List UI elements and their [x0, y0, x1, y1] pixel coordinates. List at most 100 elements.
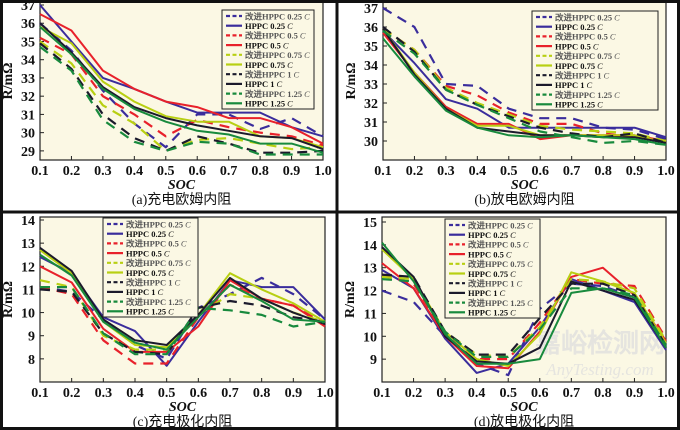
legend-label-unit: C — [517, 279, 523, 289]
series-line-1 — [382, 30, 667, 139]
legend-label: HPPC 0.75 C — [245, 60, 293, 70]
legend-label-unit: C — [506, 249, 512, 259]
legend-label-name: 改进HPPC 1 — [555, 71, 602, 81]
x-tick-label: 0.4 — [126, 164, 144, 179]
y-tick-label: 35 — [21, 35, 35, 50]
legend-label-name: HPPC 0.5 — [245, 40, 281, 50]
x-tick-label: 1.0 — [314, 164, 332, 179]
legend-label-unit: C — [614, 90, 620, 100]
y-tick-label: 37 — [21, 0, 35, 14]
legend-label: HPPC 0.5 C — [555, 41, 599, 51]
legend-label-name: 改进HPPC 1.25 — [126, 297, 183, 307]
x-tick-label: 1.0 — [316, 386, 334, 401]
series-line-6 — [381, 273, 667, 356]
legend-label-name: 改进HPPC 0.25 — [555, 12, 612, 22]
legend-label-name: 改进HPPC 0.75 — [126, 258, 183, 268]
legend-label-name: HPPC 0.25 — [468, 230, 508, 240]
y-tick-label: 15 — [363, 216, 377, 231]
series-line-2 — [39, 36, 324, 147]
legend-label-name: 改进HPPC 0.25 — [468, 220, 525, 230]
y-tick-label: 36 — [364, 21, 378, 36]
y-axis-label: R/mΩ — [1, 281, 16, 318]
legend-label-name: HPPC 0.5 — [555, 41, 591, 51]
x-tick-label: 1.0 — [657, 164, 675, 179]
legend-label: 改进HPPC 0.75 C — [555, 51, 620, 61]
x-tick-label: 0.6 — [531, 386, 549, 401]
legend-label-unit: C — [168, 229, 174, 239]
y-tick-label: 14 — [363, 239, 377, 254]
y-tick-label: 31 — [21, 108, 35, 123]
x-tick-label: 0.7 — [221, 386, 239, 401]
legend-label-name: HPPC 0.75 — [245, 60, 285, 70]
legend-label-name: 改进HPPC 0.75 — [468, 259, 525, 269]
legend-label: 改进HPPC 0.75 C — [245, 50, 310, 60]
x-tick-label: 0.4 — [469, 164, 487, 179]
legend-label-unit: C — [614, 12, 620, 22]
legend-label-name: HPPC 1 — [126, 287, 156, 297]
y-tick-label: 8 — [28, 353, 35, 368]
legend-label-unit: C — [523, 240, 529, 250]
x-tick-label: 0.9 — [626, 386, 644, 401]
series-line-4 — [381, 275, 667, 358]
legend-label: 改进HPPC 0.5 C — [468, 240, 529, 250]
x-tick-label: 0.9 — [285, 386, 303, 401]
legend-label-unit: C — [185, 258, 191, 268]
legend-box — [531, 10, 659, 111]
y-axis-label: R/mΩ — [1, 63, 16, 100]
panel-caption: (d)放电极化内阻 — [474, 414, 574, 430]
series-line-4 — [382, 27, 667, 143]
legend-label-name: HPPC 0.25 — [126, 229, 166, 239]
y-tick-label: 33 — [364, 78, 378, 93]
series-line-3 — [39, 265, 326, 353]
watermark-cn: 嘉峪检测网 — [535, 328, 665, 358]
x-tick-label: 0.7 — [563, 164, 581, 179]
panel-c: 8 9 10 11 12 13 14 0.1 0.2 0.3 0.4 0.5 0.6 0.7 0.8 0.9 1… — [1, 214, 334, 430]
legend-label-unit: C — [510, 230, 516, 240]
legend-label-name: HPPC 0.75 — [555, 61, 595, 71]
y-tick-label: 13 — [363, 262, 377, 277]
legend-label-name: HPPC 1.25 — [245, 99, 285, 109]
series-line-9 — [39, 26, 324, 154]
x-tick-label: 0.8 — [594, 164, 612, 179]
x-tick-label: 0.2 — [406, 164, 424, 179]
legend-label-name: 改进HPPC 1 — [126, 278, 173, 288]
legend-label-name: HPPC 0.75 — [468, 269, 508, 279]
legend-label: 改进HPPC 1.25 C — [555, 90, 620, 100]
legend-label-name: HPPC 1.25 — [555, 100, 595, 110]
legend-label-unit: C — [287, 21, 293, 31]
legend-label-unit: C — [168, 268, 174, 278]
x-tick-label: 0.6 — [531, 164, 549, 179]
y-tick-label: 12 — [363, 285, 377, 300]
legend-label-name: 改进HPPC 0.75 — [245, 50, 302, 60]
x-axis-label: SOC — [168, 178, 196, 193]
y-tick-label: 11 — [364, 307, 377, 322]
legend-label: 改进HPPC 0.75 C — [468, 259, 533, 269]
legend-label-unit: C — [164, 248, 170, 258]
x-tick-label: 0.8 — [251, 164, 269, 179]
legend-label: HPPC 1.25 C — [468, 308, 516, 318]
legend-label-name: HPPC 0.5 — [468, 249, 504, 259]
series-line-2 — [382, 27, 667, 143]
x-tick-label: 0.9 — [283, 164, 301, 179]
legend-label: HPPC 0.5 C — [468, 249, 512, 259]
series-line-1 — [39, 4, 324, 138]
legend-label-name: 改进HPPC 0.5 — [468, 240, 521, 250]
legend-label-name: 改进HPPC 0.5 — [555, 32, 608, 42]
legend-label-unit: C — [614, 51, 620, 61]
legend-label-unit: C — [527, 220, 533, 230]
y-tick-label: 31 — [364, 116, 378, 131]
x-tick-label: 0.5 — [500, 164, 518, 179]
legend-label-unit: C — [304, 50, 310, 60]
legend-label: HPPC 1.25 C — [245, 99, 293, 109]
y-tick-label: 9 — [28, 330, 35, 345]
legend-label: HPPC 0.5 C — [245, 40, 289, 50]
x-tick-label: 0.4 — [468, 386, 486, 401]
legend-label-name: HPPC 1 — [555, 80, 585, 90]
panel-b: 30 31 32 33 34 35 36 37 0.1 0.2 0.3 0.4 0.5 0.6 0.7 0.8… — [344, 1, 675, 208]
